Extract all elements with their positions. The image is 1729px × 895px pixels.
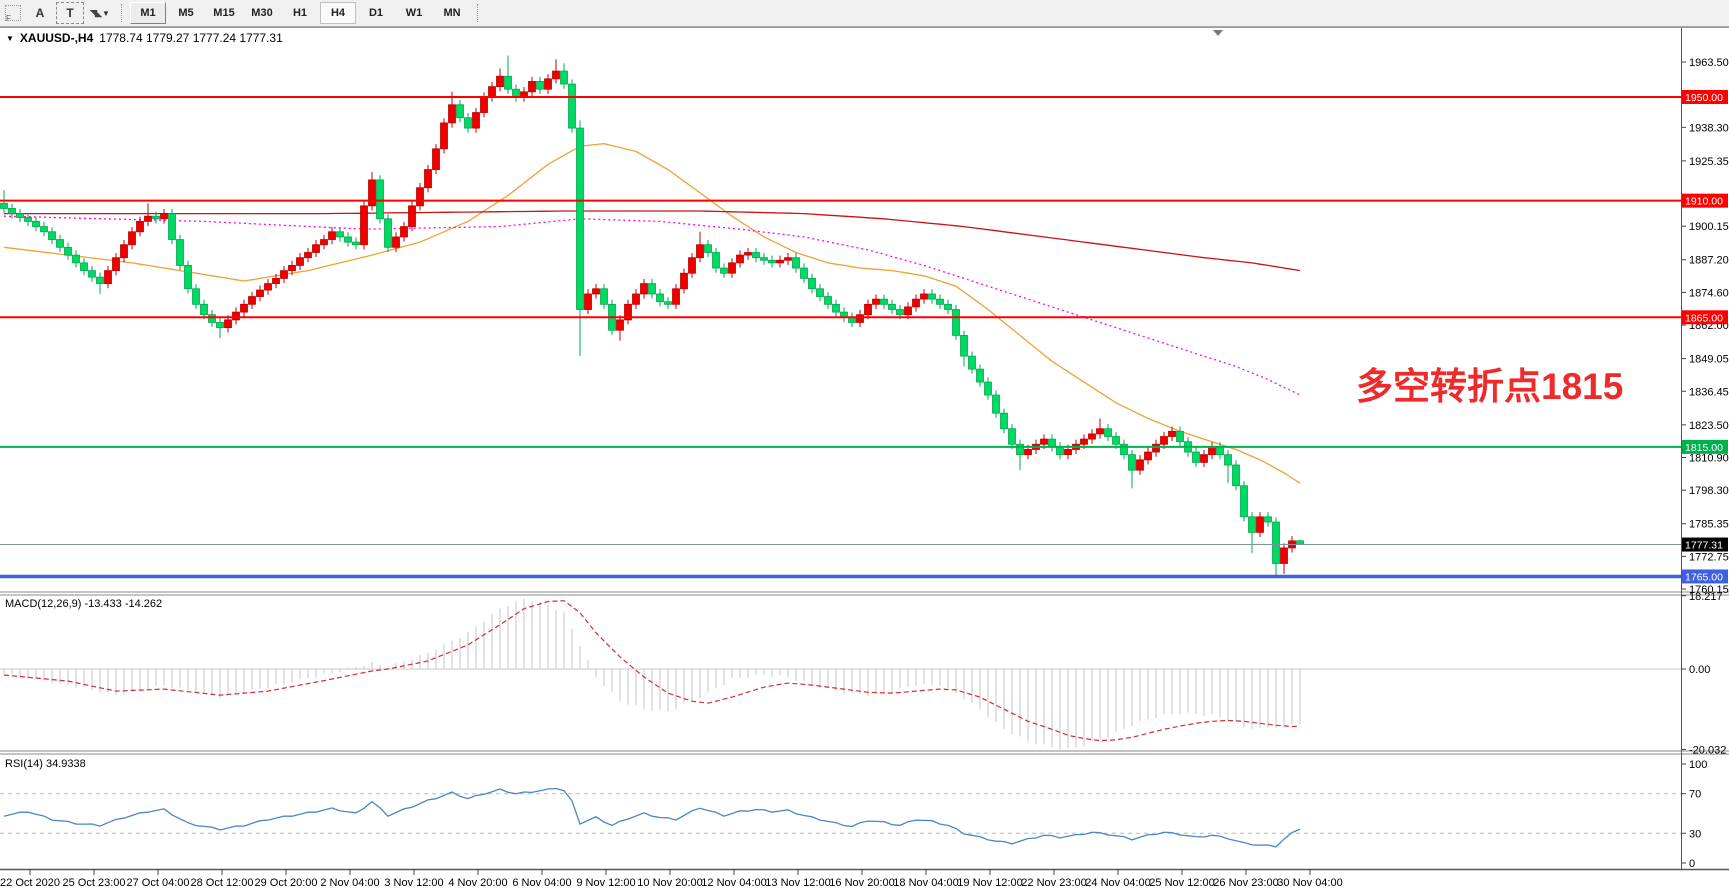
svg-text:30 Nov 04:00: 30 Nov 04:00 bbox=[1277, 877, 1342, 889]
svg-text:1900.15: 1900.15 bbox=[1689, 221, 1729, 233]
svg-text:1874.60: 1874.60 bbox=[1689, 287, 1729, 299]
svg-text:12 Nov 04:00: 12 Nov 04:00 bbox=[701, 877, 766, 889]
svg-text:1849.05: 1849.05 bbox=[1689, 354, 1729, 366]
svg-text:10 Nov 20:00: 10 Nov 20:00 bbox=[637, 877, 702, 889]
svg-text:6 Nov 04:00: 6 Nov 04:00 bbox=[512, 877, 571, 889]
svg-text:26 Nov 23:00: 26 Nov 23:00 bbox=[1213, 877, 1278, 889]
svg-text:30: 30 bbox=[1689, 828, 1701, 840]
toolbar-separator bbox=[121, 4, 123, 22]
text-box-tool-icon[interactable]: T bbox=[56, 2, 84, 24]
svg-text:70: 70 bbox=[1689, 789, 1701, 801]
svg-text:27 Oct 04:00: 27 Oct 04:00 bbox=[127, 877, 190, 889]
svg-text:1925.35: 1925.35 bbox=[1689, 156, 1729, 168]
macd-label: MACD(12,26,9) -13.433 -14.262 bbox=[5, 598, 163, 610]
timeframe-button-w1[interactable]: W1 bbox=[405, 7, 423, 19]
svg-text:1810.90: 1810.90 bbox=[1689, 452, 1729, 464]
svg-text:28 Oct 12:00: 28 Oct 12:00 bbox=[191, 877, 254, 889]
svg-text:22 Nov 23:00: 22 Nov 23:00 bbox=[1021, 877, 1086, 889]
svg-text:18.217: 18.217 bbox=[1689, 591, 1723, 603]
dropdown-caret-icon: ▼ bbox=[101, 8, 110, 18]
svg-text:1765.00: 1765.00 bbox=[1685, 571, 1723, 583]
timeframe-button-d1[interactable]: D1 bbox=[368, 7, 384, 19]
symbol-label[interactable]: XAUUSD-,H4 bbox=[19, 31, 94, 45]
svg-text:1963.50: 1963.50 bbox=[1689, 57, 1729, 69]
timeframe-button-h4[interactable]: H4 bbox=[320, 2, 356, 24]
symbol-row: ▼ XAUUSD-,H4 1778.74 1779.27 1777.24 177… bbox=[6, 31, 283, 45]
svg-text:4 Nov 20:00: 4 Nov 20:00 bbox=[448, 877, 507, 889]
svg-text:1938.30: 1938.30 bbox=[1689, 122, 1729, 134]
toolbar: F A T ◥◣ ▼ M1 M5 M15 M30 H1 H4 D1 W1 MN bbox=[0, 0, 1729, 27]
svg-text:16 Nov 20:00: 16 Nov 20:00 bbox=[829, 877, 894, 889]
svg-text:0.00: 0.00 bbox=[1689, 664, 1710, 676]
svg-text:19 Nov 12:00: 19 Nov 12:00 bbox=[957, 877, 1022, 889]
svg-text:25 Oct 23:00: 25 Oct 23:00 bbox=[63, 877, 126, 889]
svg-text:1887.20: 1887.20 bbox=[1689, 255, 1729, 267]
svg-text:1785.35: 1785.35 bbox=[1689, 519, 1729, 531]
svg-text:1836.45: 1836.45 bbox=[1689, 386, 1729, 398]
svg-text:1798.30: 1798.30 bbox=[1689, 485, 1729, 497]
svg-text:25 Nov 12:00: 25 Nov 12:00 bbox=[1149, 877, 1214, 889]
handle-label: F bbox=[6, 14, 11, 23]
cursor-arrows-tool-icon[interactable]: ◥◣ ▼ bbox=[86, 2, 114, 24]
svg-text:1865.00: 1865.00 bbox=[1685, 312, 1723, 324]
svg-text:22 Oct 2020: 22 Oct 2020 bbox=[0, 877, 60, 889]
svg-text:2 Nov 04:00: 2 Nov 04:00 bbox=[320, 877, 379, 889]
svg-text:13 Nov 12:00: 13 Nov 12:00 bbox=[765, 877, 830, 889]
svg-text:1772.75: 1772.75 bbox=[1689, 551, 1729, 563]
svg-text:9 Nov 12:00: 9 Nov 12:00 bbox=[576, 877, 635, 889]
toolbar-separator bbox=[477, 4, 479, 22]
timeframe-button-mn[interactable]: MN bbox=[443, 7, 461, 19]
svg-text:1760.15: 1760.15 bbox=[1689, 584, 1729, 596]
text-label-tool-icon[interactable]: A bbox=[35, 6, 45, 20]
timeframe-button-m1[interactable]: M1 bbox=[130, 2, 166, 24]
timeframe-button-h1[interactable]: H1 bbox=[292, 7, 308, 19]
svg-text:1910.00: 1910.00 bbox=[1685, 196, 1723, 208]
symbol-dropdown-icon[interactable]: ▼ bbox=[6, 33, 14, 43]
svg-text:1950.00: 1950.00 bbox=[1685, 92, 1723, 104]
svg-text:-20.032: -20.032 bbox=[1689, 745, 1726, 757]
svg-text:24 Nov 04:00: 24 Nov 04:00 bbox=[1085, 877, 1150, 889]
timeframe-button-m30[interactable]: M30 bbox=[251, 7, 273, 19]
svg-text:0: 0 bbox=[1689, 858, 1695, 870]
rsi-label: RSI(14) 34.9338 bbox=[5, 758, 86, 770]
svg-text:1815.00: 1815.00 bbox=[1685, 442, 1723, 454]
svg-text:29 Oct 20:00: 29 Oct 20:00 bbox=[255, 877, 318, 889]
svg-text:3 Nov 12:00: 3 Nov 12:00 bbox=[384, 877, 443, 889]
symbol-quote: 1778.74 1779.27 1777.24 1777.31 bbox=[99, 31, 283, 45]
svg-text:18 Nov 04:00: 18 Nov 04:00 bbox=[893, 877, 958, 889]
timeframe-button-m15[interactable]: M15 bbox=[213, 7, 235, 19]
svg-text:1823.50: 1823.50 bbox=[1689, 420, 1729, 432]
toolbar-handle-icon[interactable]: F bbox=[5, 5, 21, 23]
arrows-icon: ◥◣ bbox=[90, 7, 102, 18]
timeframe-button-m5[interactable]: M5 bbox=[178, 7, 194, 19]
svg-text:1777.31: 1777.31 bbox=[1685, 540, 1723, 552]
annotation-text: 多空转折点1815 bbox=[1356, 366, 1624, 407]
svg-text:100: 100 bbox=[1689, 759, 1707, 771]
